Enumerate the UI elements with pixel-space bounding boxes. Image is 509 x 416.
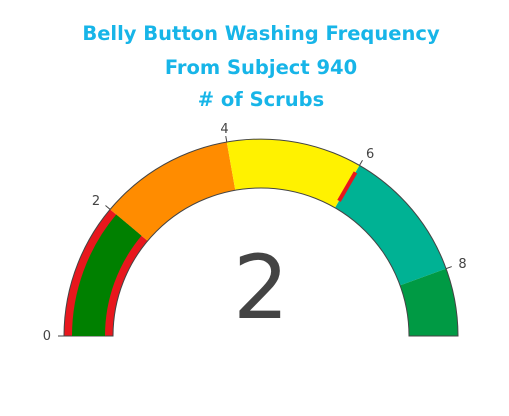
- gauge-tick-6: [359, 159, 363, 166]
- gauge-value-number: 2: [233, 236, 289, 339]
- gauge-tick-label-8: 8: [458, 257, 466, 272]
- gauge-tick-label-4: 4: [220, 122, 228, 137]
- gauge-band-4: [335, 165, 447, 286]
- gauge-tick-label-6: 6: [366, 147, 374, 162]
- gauge-tick-4: [225, 135, 228, 143]
- gauge-tick-2: [105, 205, 111, 210]
- chart-title-line-2: From Subject 940: [165, 56, 357, 79]
- gauge-value-bar-group: [72, 214, 142, 336]
- gauge-bands: [63, 138, 459, 337]
- gauge-value-bar: [72, 214, 142, 336]
- gauge-tick-8: [445, 266, 452, 270]
- gauge-outline: [63, 138, 459, 337]
- gauge-threshold-group: [337, 171, 358, 202]
- gauge-tick-label-2: 2: [92, 194, 100, 209]
- gauge-band-5: [400, 268, 458, 336]
- chart-title-line-1: Belly Button Washing Frequency: [82, 22, 440, 45]
- gauge-threshold-marker: [337, 171, 358, 202]
- gauge-tick-label-0: 0: [43, 329, 51, 344]
- gauge-axis: 0 2 4 6 8: [43, 122, 467, 344]
- chart-title-line-3: # of Scrubs: [198, 88, 324, 111]
- gauge-band-3: [226, 138, 360, 208]
- gauge-band-2: [110, 141, 236, 241]
